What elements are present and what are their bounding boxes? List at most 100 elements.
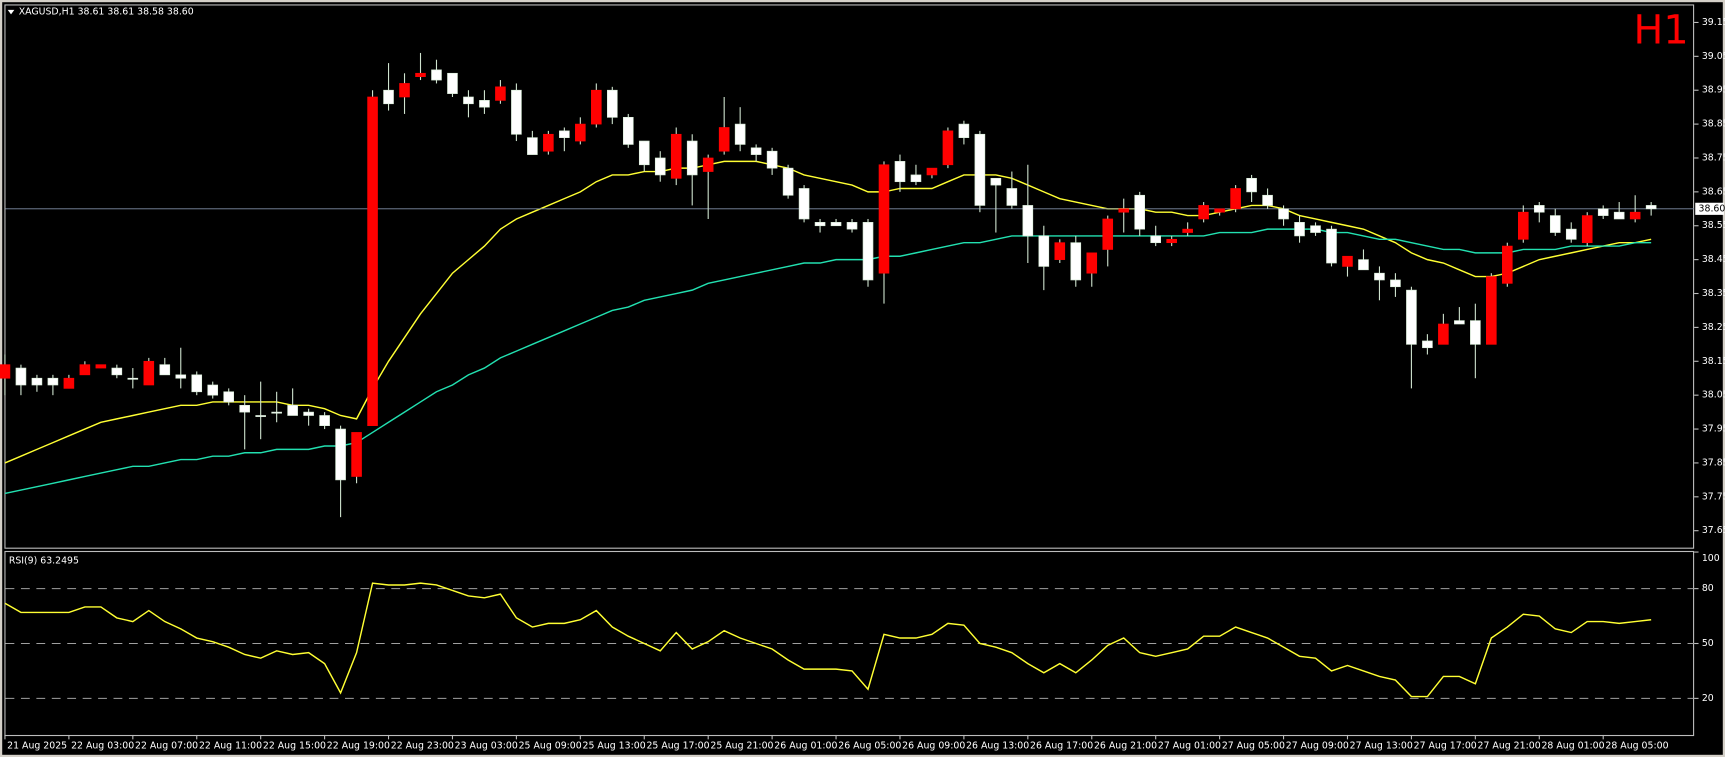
candle-body <box>447 72 458 94</box>
y-tick-label: 38.95 <box>1702 85 1725 96</box>
y-tick-label: 38.15 <box>1702 356 1725 367</box>
candle-body <box>894 161 906 183</box>
price-label: 38.60 <box>1699 203 1725 214</box>
candle-body <box>814 222 826 227</box>
candle-body <box>1470 320 1481 345</box>
x-tick-label: 25 Aug 17:00 <box>646 740 709 751</box>
x-tick-label: 22 Aug 03:00 <box>71 740 134 751</box>
price-label-box <box>1695 202 1724 215</box>
candle-body <box>79 364 91 376</box>
candle-body <box>1613 211 1625 220</box>
candle-body <box>718 127 730 152</box>
y-tick-label: 50 <box>1702 638 1714 649</box>
y-tick-label: 80 <box>1702 583 1714 594</box>
candle-body <box>974 133 986 206</box>
candle-body <box>670 133 682 179</box>
candle-body <box>1533 205 1545 213</box>
candle-body <box>543 133 554 152</box>
candle-body <box>63 377 75 389</box>
y-tick-label: 38.25 <box>1702 322 1725 333</box>
candle-body <box>1645 205 1657 210</box>
candle-body <box>255 415 266 417</box>
candle-body <box>1358 259 1369 271</box>
candle-body <box>287 405 298 416</box>
x-tick-label: 27 Aug 09:00 <box>1286 740 1349 751</box>
candle-body <box>207 384 219 396</box>
rsi-line <box>4 582 1652 698</box>
candle-body <box>1629 211 1641 220</box>
x-tick-label: 21 Aug 2025 <box>7 740 67 751</box>
candle-body <box>734 123 746 145</box>
candle-body <box>591 89 602 125</box>
candle-body <box>47 377 59 386</box>
candle-body <box>527 137 538 155</box>
candle-body <box>1342 255 1353 267</box>
candle-body <box>1438 323 1449 345</box>
candle-body <box>990 177 1002 186</box>
menu-arrow[interactable] <box>7 9 15 15</box>
y-tick-label: 38.75 <box>1702 152 1725 163</box>
candle-body <box>1214 208 1225 213</box>
candle-body <box>1182 228 1193 233</box>
x-tick-label: 26 Aug 21:00 <box>1094 740 1157 751</box>
indicator-title: RSI(9) 63.2495 <box>9 555 79 566</box>
candle-body <box>479 100 490 108</box>
candle-body <box>1198 205 1209 220</box>
candle-body <box>1310 225 1321 233</box>
candle-body <box>846 222 858 230</box>
candle-body <box>1262 194 1273 206</box>
candle-body <box>607 89 618 118</box>
x-tick-label: 27 Aug 21:00 <box>1478 740 1541 751</box>
timeframe-badge: H1 <box>1634 8 1689 54</box>
y-tick-label: 38.65 <box>1702 186 1725 197</box>
candle-body <box>1390 279 1401 288</box>
x-tick-label: 22 Aug 11:00 <box>199 740 262 751</box>
y-tick-label: 38.05 <box>1702 390 1725 401</box>
candle-body <box>319 415 330 426</box>
candle-body <box>415 72 426 77</box>
candle-body <box>303 411 314 416</box>
candle-body <box>1054 242 1066 260</box>
candle-body <box>239 405 250 413</box>
y-tick-label: 37.95 <box>1702 424 1725 435</box>
candle-body <box>559 130 570 138</box>
x-tick-label: 27 Aug 05:00 <box>1222 740 1285 751</box>
candle-body <box>1502 245 1513 284</box>
candle-body <box>654 157 666 176</box>
x-tick-label: 22 Aug 15:00 <box>263 740 326 751</box>
candle-body <box>638 140 650 166</box>
candle-body <box>575 123 586 142</box>
candle-body <box>766 150 778 169</box>
candle-body <box>1565 228 1577 240</box>
y-tick-label: 100 <box>1702 553 1720 564</box>
candle-body <box>782 167 794 196</box>
candle-body <box>95 364 107 369</box>
y-tick-label: 39.15 <box>1702 17 1725 28</box>
candle-body <box>1278 208 1289 220</box>
candle-body <box>622 116 634 145</box>
candle-body <box>335 428 346 481</box>
candle-body <box>1118 208 1130 213</box>
candle-body <box>1246 177 1257 193</box>
candle-body <box>15 367 27 386</box>
candle-body <box>926 167 938 176</box>
candle-body <box>830 222 842 227</box>
y-tick-label: 38.55 <box>1702 220 1725 231</box>
candle-body <box>910 174 922 183</box>
x-tick-label: 23 Aug 03:00 <box>455 740 518 751</box>
y-tick-label: 20 <box>1702 693 1714 704</box>
y-tick-label: 37.85 <box>1702 457 1725 468</box>
x-tick-label: 27 Aug 17:00 <box>1414 740 1477 751</box>
y-tick-label: 39.05 <box>1702 51 1725 62</box>
chart-header: XAGUSD,H1 38.61 38.61 38.58 38.60 <box>19 7 194 18</box>
x-tick-label: 26 Aug 17:00 <box>1030 740 1093 751</box>
y-tick-label: 37.75 <box>1702 491 1725 502</box>
candle-body <box>798 188 810 220</box>
candle-body <box>878 164 890 274</box>
candle-body <box>1102 218 1114 250</box>
x-tick-label: 22 Aug 23:00 <box>391 740 454 751</box>
candle-body <box>175 374 187 379</box>
moving-average <box>4 228 1652 495</box>
moving-average <box>4 160 1652 464</box>
